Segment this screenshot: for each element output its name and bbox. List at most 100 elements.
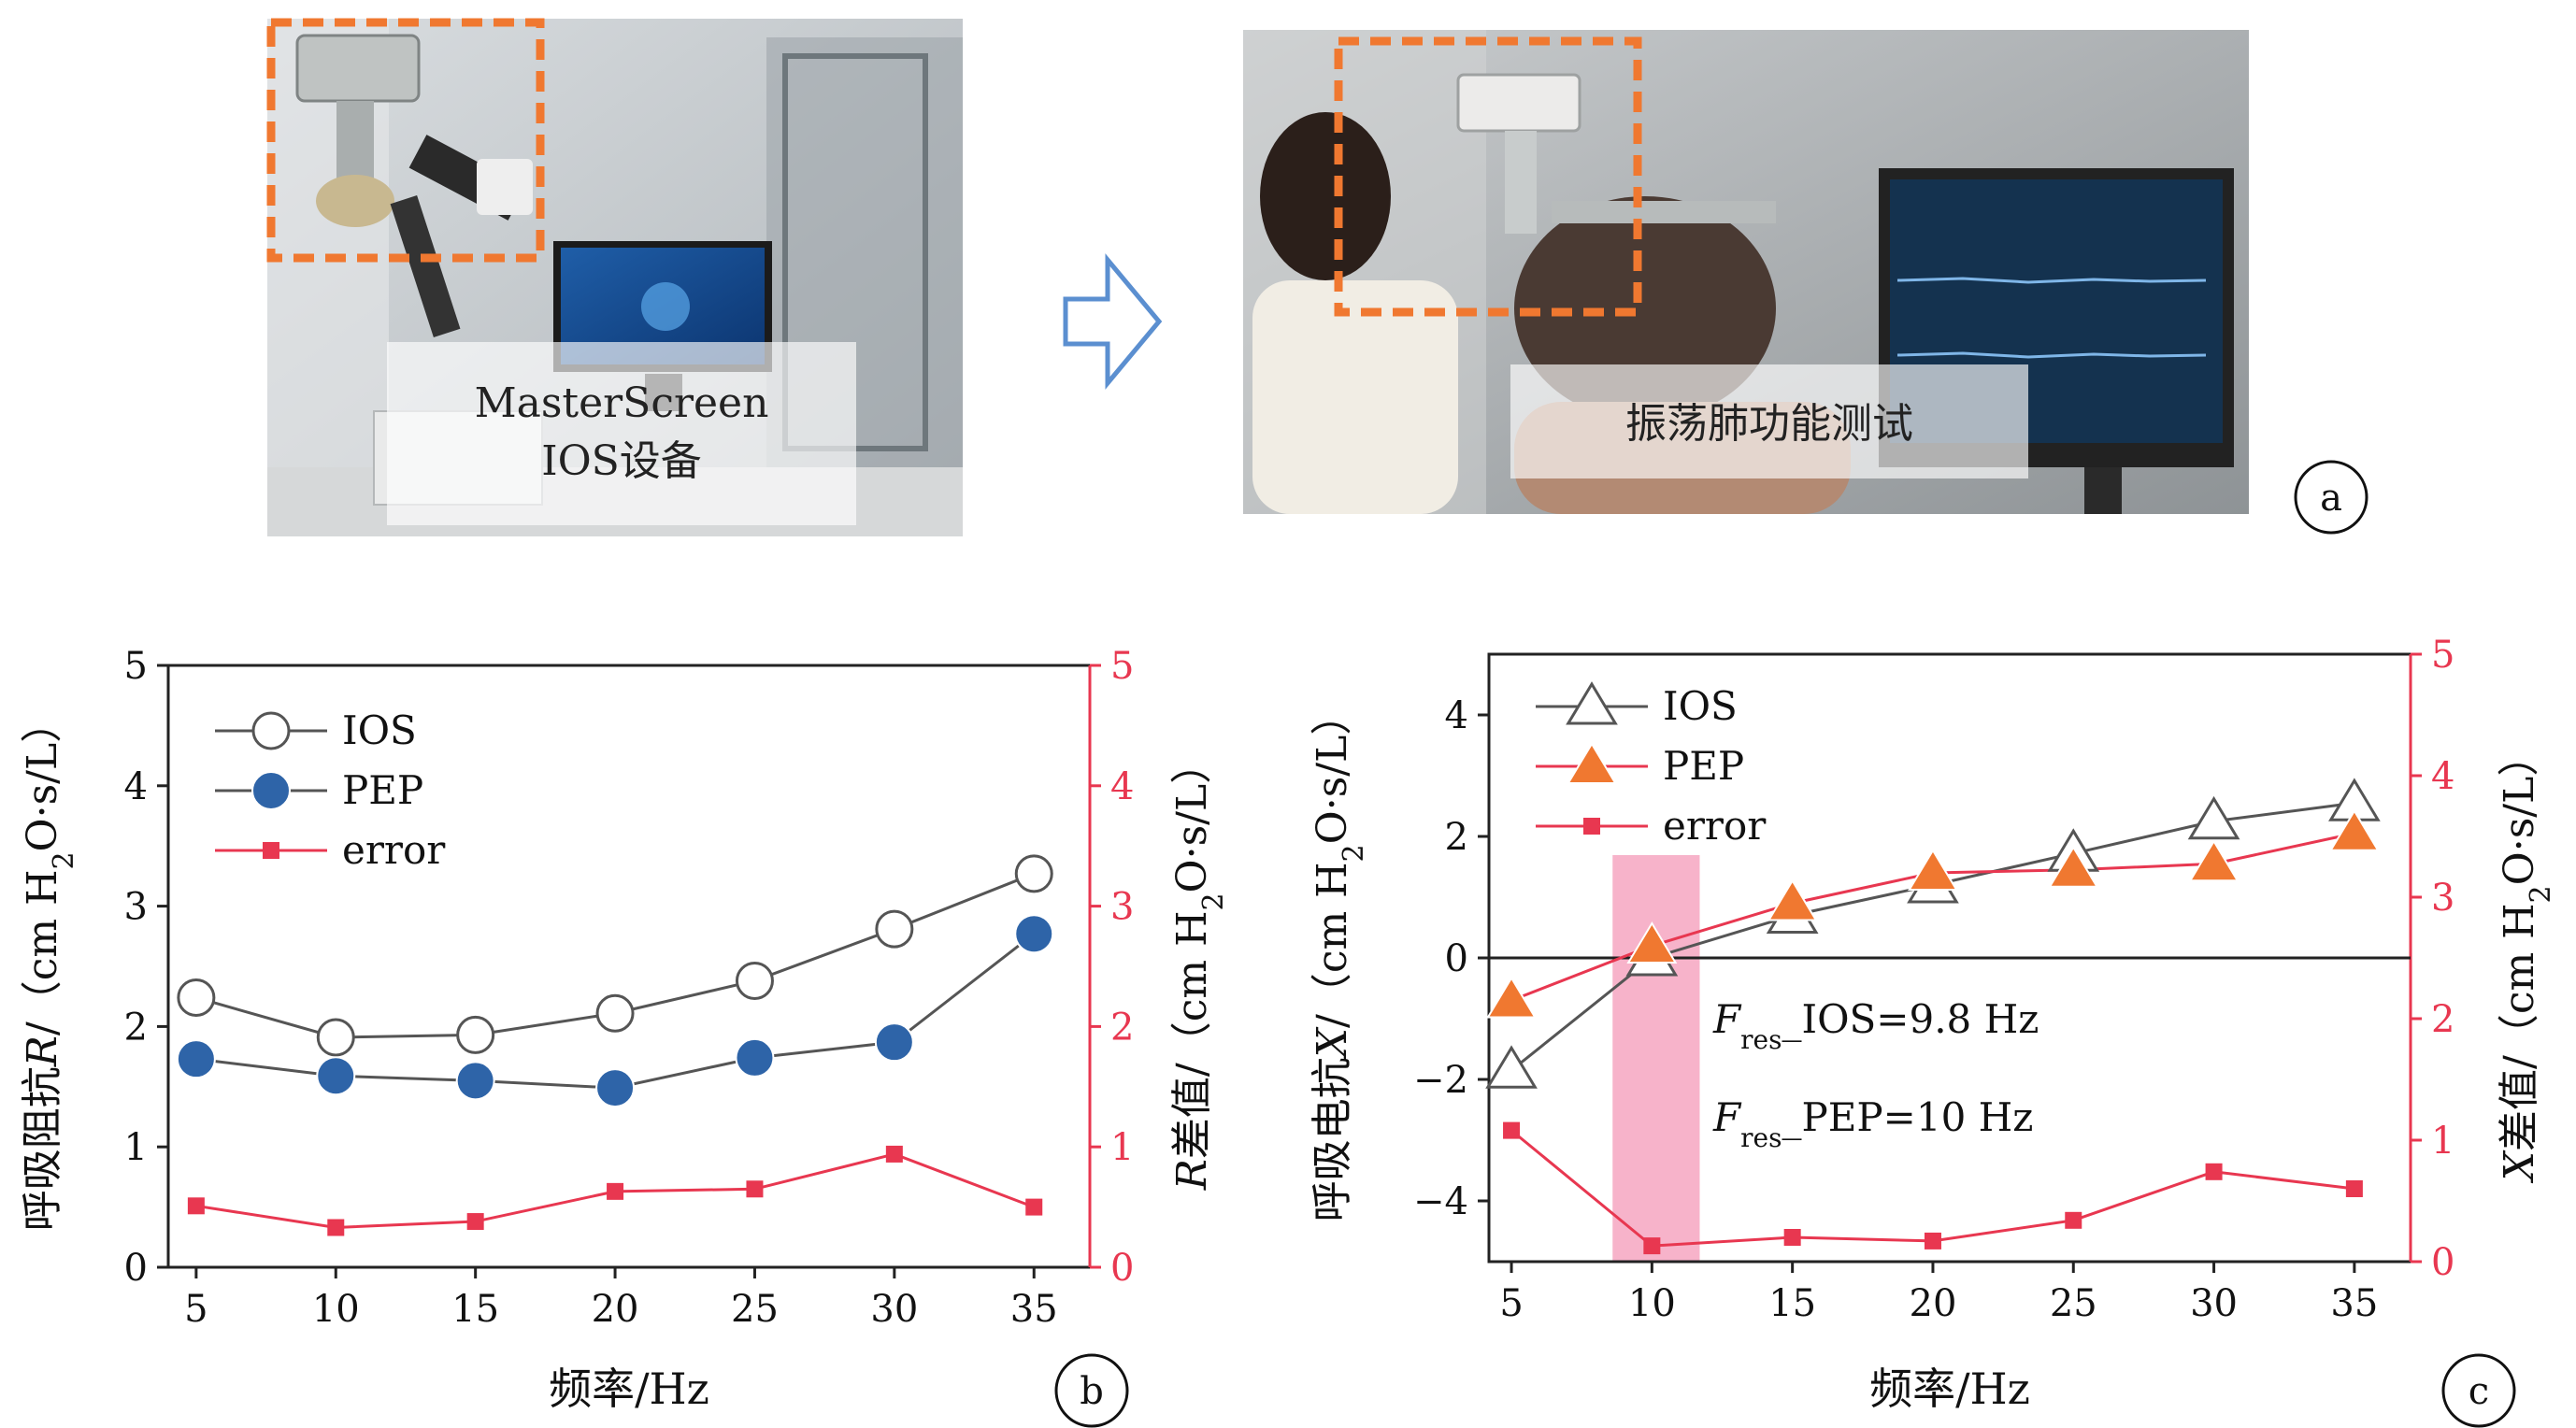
- chart-b-y-axis-label: 呼吸阻抗R/（cm H2O·s/L）: [19, 702, 80, 1231]
- x-tick-label: 10: [1628, 1282, 1676, 1325]
- resonance-annotation: Fres_IOS=9.8 Hz: [1712, 996, 2039, 1055]
- point-ios: [456, 1015, 495, 1054]
- x-tick-label: 5: [1499, 1282, 1523, 1325]
- point-error: [1924, 1232, 1941, 1250]
- y2-tick-label: 3: [2431, 877, 2454, 920]
- chart-b-x-axis-label: 频率/Hz: [549, 1364, 709, 1414]
- chart-b-legend: IOS PEP error: [215, 707, 446, 873]
- arrow-icon: [1063, 253, 1163, 390]
- legend-label-ios: IOS: [1663, 683, 1738, 729]
- legend-marker-pep: [251, 771, 291, 810]
- chart-c: 5 10 15 20 25 30 35 −4 −2 0 2 4 0 1 2 3 4 5 IOS PEP error F…: [1309, 634, 2557, 1428]
- x-tick-label: 20: [1910, 1282, 1957, 1325]
- y2-tick-label: 1: [2431, 1120, 2454, 1163]
- left-photo-caption-line2: IOS设备: [541, 437, 702, 485]
- point-error: [187, 1197, 205, 1215]
- right-photo-caption: 振荡肺功能测试: [1625, 400, 1913, 448]
- y-tick-label: 3: [124, 886, 148, 929]
- panel-c-circle: [2441, 1353, 2516, 1428]
- point-ios: [735, 961, 774, 1000]
- photo-masterscreen-device: MasterScreen IOS设备: [266, 18, 963, 536]
- legend-marker-error: [1583, 818, 1600, 835]
- y-tick-label: −2: [1413, 1059, 1468, 1102]
- legend-marker-pep: [1567, 742, 1617, 784]
- panel-a-circle: [2294, 460, 2368, 535]
- y-tick-label: 4: [124, 765, 148, 808]
- point-ios: [1485, 1045, 1538, 1089]
- x-tick-label: 15: [451, 1288, 499, 1331]
- point-error: [466, 1213, 484, 1231]
- photo-panel-a: MasterScreen IOS设备 振荡: [266, 18, 2368, 536]
- chart-b-y2-axis-label: R差值/（cm H2O·s/L）: [1168, 743, 1230, 1191]
- point-error: [2205, 1163, 2223, 1180]
- y-tick-label: 0: [124, 1247, 148, 1290]
- y2-tick-label: 0: [2431, 1241, 2454, 1284]
- y2-tick-label: 4: [1110, 765, 1134, 808]
- y-tick-label: 2: [1445, 816, 1468, 859]
- point-error: [2065, 1211, 2082, 1229]
- legend-label-ios: IOS: [342, 707, 417, 753]
- x-tick-label: 35: [2330, 1282, 2378, 1325]
- point-pep: [735, 1037, 775, 1078]
- point-pep: [874, 1022, 914, 1063]
- y-tick-label: 5: [124, 645, 148, 688]
- y-tick-label: 1: [124, 1126, 148, 1169]
- point-ios: [875, 909, 914, 949]
- y2-tick-label: 2: [1110, 1006, 1134, 1049]
- y2-tick-label: 5: [1110, 645, 1134, 688]
- point-error: [746, 1180, 764, 1198]
- legend-marker-ios: [251, 711, 291, 750]
- point-pep: [1014, 914, 1054, 954]
- point-pep: [1767, 878, 1818, 921]
- panel-b-label: b: [1080, 1370, 1104, 1413]
- resonance-band: [1612, 855, 1700, 1262]
- point-error: [885, 1145, 903, 1163]
- point-error: [1025, 1198, 1043, 1216]
- point-pep: [2328, 808, 2380, 851]
- legend-label-pep: PEP: [1663, 743, 1744, 789]
- y2-tick-label: 0: [1110, 1247, 1134, 1290]
- legend-marker-error: [263, 842, 279, 859]
- y-tick-label: 2: [124, 1006, 148, 1049]
- device-highlight-box-right: [1334, 36, 1642, 317]
- point-pep: [455, 1061, 495, 1101]
- chart-c-legend: IOS PEP error: [1536, 681, 1767, 849]
- point-error: [2345, 1180, 2363, 1197]
- point-ios: [1014, 854, 1053, 893]
- x-tick-label: 25: [2050, 1282, 2097, 1325]
- y2-tick-label: 4: [2431, 755, 2454, 798]
- y-tick-label: −4: [1413, 1180, 1468, 1223]
- point-ios: [177, 978, 216, 1017]
- y-tick-label: 4: [1445, 694, 1468, 737]
- point-pep: [1486, 976, 1538, 1019]
- point-error: [1783, 1229, 1801, 1246]
- point-error: [607, 1182, 624, 1200]
- point-pep: [1626, 921, 1678, 964]
- y-tick-label: 0: [1445, 937, 1468, 980]
- chart-c-y2-axis-label: X差值/（cm H2O·s/L）: [2496, 735, 2557, 1184]
- point-pep: [2048, 845, 2099, 888]
- x-tick-label: 30: [2190, 1282, 2238, 1325]
- legend-label-error: error: [1663, 803, 1767, 849]
- legend-label-pep: PEP: [342, 767, 423, 813]
- device-highlight-box: [266, 18, 545, 263]
- legend-marker-ios: [1566, 681, 1618, 725]
- point-pep: [176, 1039, 216, 1079]
- chart-c-annotations: Fres_IOS=9.8 Hz Fres_PEP=10 Hz: [1712, 996, 2039, 1153]
- x-tick-label: 15: [1768, 1282, 1816, 1325]
- point-ios: [595, 993, 635, 1033]
- point-ios: [316, 1018, 355, 1057]
- y2-tick-label: 2: [2431, 998, 2454, 1041]
- y2-tick-label: 5: [2431, 634, 2454, 677]
- y2-tick-label: 1: [1110, 1126, 1134, 1169]
- point-error: [1503, 1121, 1521, 1139]
- x-tick-label: 25: [731, 1288, 779, 1331]
- x-tick-label: 35: [1010, 1288, 1058, 1331]
- y2-tick-label: 3: [1110, 886, 1134, 929]
- panel-b-circle: [1054, 1353, 1129, 1428]
- x-tick-label: 5: [184, 1288, 208, 1331]
- x-tick-label: 10: [312, 1288, 360, 1331]
- left-photo-caption-line1: MasterScreen: [475, 379, 769, 427]
